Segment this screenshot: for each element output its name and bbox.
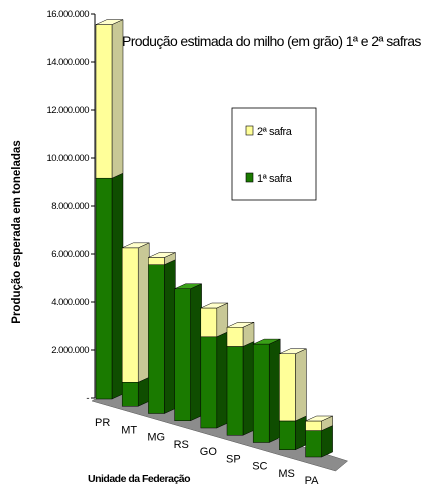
bar-sc-1-safra-top (253, 338, 281, 345)
chart-title: Produção estimada do milho (em grão) 1ª … (122, 33, 421, 49)
bar-go-2-safra-side (216, 302, 229, 338)
bar-go-1-safra (200, 336, 218, 429)
y-tick-label: 2.000.000 (51, 345, 89, 356)
bar-mt-2-safra-top (122, 242, 150, 249)
y-tick-label: 4.000.000 (51, 297, 89, 308)
x-tick-label-sp: SP (226, 453, 241, 465)
bar-ms-1-safra (279, 420, 296, 451)
bar-mt-1-safra (121, 382, 139, 407)
x-tick-label-mt: MT (121, 424, 137, 436)
bars (95, 19, 333, 458)
bar-pr-1-safra-side (111, 172, 124, 400)
bar-go (200, 302, 229, 429)
legend-label-1a-safra: 1ª safra (257, 173, 293, 185)
bar-pa-2-safra (305, 420, 322, 431)
y-axis: - 2.000.000 4.000.000 6.000.000 8.000.000 10.… (46, 9, 96, 404)
bar-mt-2-safra-side (137, 242, 150, 383)
bar-sp-2-safra-top (226, 322, 255, 328)
y-tick-label: 8.000.000 (51, 201, 89, 212)
bar-rs-1-safra (174, 288, 191, 421)
x-axis-label: Unidade da Federação (88, 473, 190, 485)
x-tick-label-rs: RS (174, 439, 189, 451)
bar-pr (95, 19, 124, 400)
bar-rs-1-safra-side (190, 283, 202, 422)
bar-rs-1-safra-top (174, 283, 202, 289)
bar-ms-2-safra (279, 353, 296, 422)
x-tick-label-mg: MG (147, 432, 165, 444)
bar-sc-1-safra-side (268, 338, 281, 443)
bar-ms-2-safra-top (279, 348, 307, 354)
legend-label-2a-safra: 2ª safra (257, 126, 293, 138)
bar-mg-2-safra (148, 257, 165, 265)
bar-go-2-safra (200, 307, 218, 338)
bar-pr-2-safra-top (95, 19, 124, 25)
bar-ms (279, 348, 307, 451)
bar-sc (252, 338, 281, 443)
x-tick-label-pr: PR (95, 417, 110, 429)
bar-mg-2-safra-top (148, 252, 176, 258)
bar-go-1-safra-side (216, 331, 229, 429)
y-tick-label: 12.000.000 (46, 105, 89, 116)
bar-sp-1-safra-side (242, 341, 255, 436)
y-axis-label: Produção esperada em toneladas (11, 140, 23, 323)
bar-sp (226, 321, 255, 436)
y-tick-label: 16.000.000 (46, 9, 89, 20)
x-tick-label-sc: SC (252, 461, 267, 473)
x-tick-label-go: GO (200, 446, 218, 458)
bar-mt (121, 242, 150, 407)
bar-pa-1-safra-side (321, 425, 333, 458)
legend-swatch-1a-safra (245, 172, 254, 183)
bar-pa-2-safra-top (305, 415, 333, 422)
bar-mg (148, 252, 176, 414)
bar-mg-1-safra-side (164, 259, 176, 414)
bar-ms-2-safra-side (295, 348, 307, 422)
x-axis-labels: PR MT MG RS GO SP SC MS PA (95, 417, 319, 487)
legend-swatch-2a-safra (245, 125, 254, 136)
bar-pr-1-safra (95, 177, 113, 400)
bar-pa-1-safra (305, 430, 322, 458)
bar-rs (174, 283, 202, 422)
y-tick-label: 6.000.000 (51, 249, 89, 260)
bar-mt-2-safra (121, 247, 139, 383)
y-tick-label: - (86, 393, 89, 404)
bar-ms-1-safra-side (295, 415, 307, 451)
legend-frame (231, 107, 317, 201)
bar-pr-2-safra (95, 24, 113, 179)
bar-go-2-safra-top (200, 302, 228, 309)
y-tick-label: 14.000.000 (46, 57, 89, 68)
x-tick-label-ms: MS (278, 468, 295, 480)
bar-sc-1-safra (252, 343, 270, 443)
bar-pa (305, 415, 333, 458)
bar-sp-1-safra (226, 346, 244, 436)
legend: 2ª safra 1ª safra (231, 107, 317, 201)
y-tick-label: 10.000.000 (46, 153, 89, 164)
bar-mg-1-safra (148, 264, 165, 414)
x-tick-label-pa: PA (305, 475, 320, 487)
bar-sp-2-safra (226, 327, 244, 347)
